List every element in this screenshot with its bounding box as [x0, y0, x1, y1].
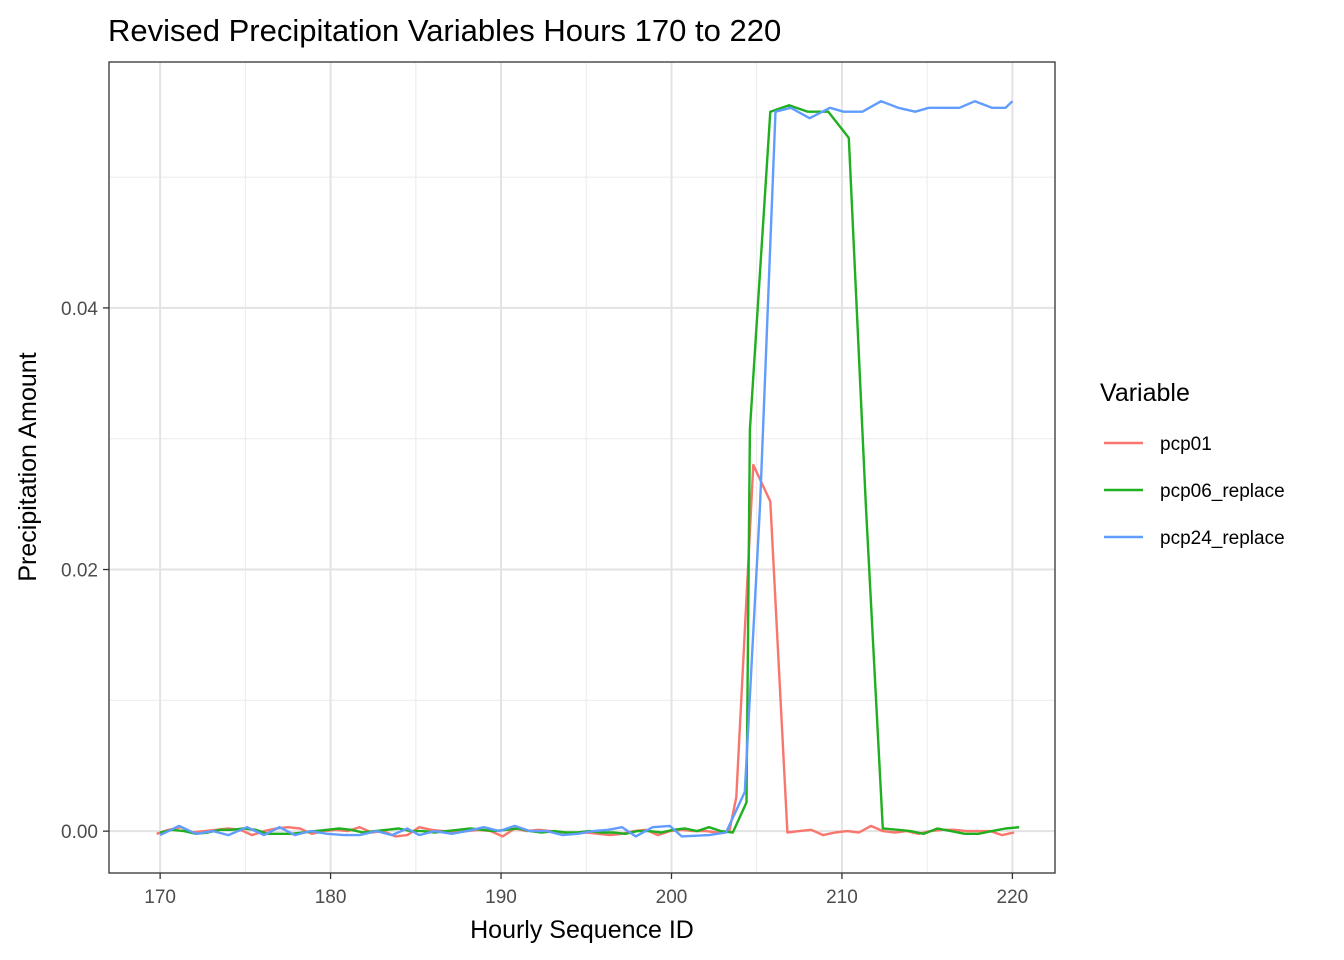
y-tick-label: 0.00: [61, 822, 98, 843]
legend-label-pcp01: pcp01: [1160, 434, 1212, 455]
y-tick-label: 0.02: [61, 561, 98, 582]
x-tick-label: 170: [144, 887, 176, 908]
plot-panel: [109, 62, 1055, 873]
y-axis: 0.00 0.02 0.04: [61, 299, 109, 843]
legend-label-pcp06_replace: pcp06_replace: [1160, 481, 1285, 502]
x-tick-label: 220: [997, 887, 1029, 908]
minor-gridlines: [109, 62, 1055, 873]
series-line-pcp24_replace: [159, 100, 1014, 838]
x-tick-label: 180: [315, 887, 347, 908]
legend: Variable pcp01 pcp06_replace pcp24_replace: [1100, 379, 1285, 549]
x-axis: 170 180 190 200 210 220: [144, 873, 1028, 908]
series-lines: [156, 100, 1020, 838]
y-axis-title: Precipitation Amount: [14, 352, 42, 581]
legend-label-pcp24_replace: pcp24_replace: [1160, 528, 1285, 549]
x-axis-title: Hourly Sequence ID: [470, 916, 694, 944]
x-tick-label: 210: [826, 887, 858, 908]
plot-background: [109, 62, 1055, 873]
legend-title: Variable: [1100, 379, 1190, 407]
y-tick-label: 0.04: [61, 299, 98, 320]
x-tick-label: 200: [656, 887, 688, 908]
chart-title: Revised Precipitation Variables Hours 17…: [108, 13, 781, 48]
x-tick-label: 190: [485, 887, 517, 908]
plot-border: [108, 61, 1056, 874]
